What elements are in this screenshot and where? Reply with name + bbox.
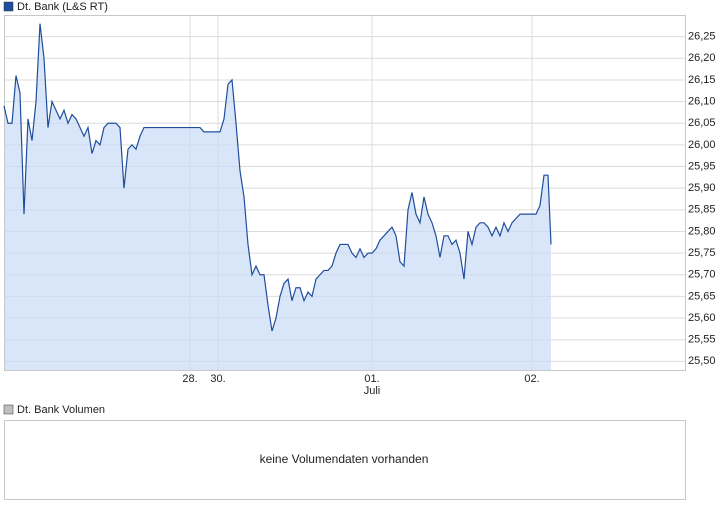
x-tick-label: 01. bbox=[364, 373, 379, 385]
legend-label: Dt. Bank Volumen bbox=[17, 404, 105, 416]
y-tick-label: 25,95 bbox=[688, 160, 716, 172]
legend-swatch bbox=[3, 404, 14, 415]
x-tick-label: 02. bbox=[524, 373, 539, 385]
month-label: Juli bbox=[364, 385, 381, 397]
area bbox=[4, 23, 551, 370]
y-tick-label: 25,50 bbox=[688, 355, 716, 367]
y-tick-label: 26,15 bbox=[688, 74, 716, 86]
x-tick-label: 30. bbox=[210, 373, 225, 385]
y-tick-label: 25,55 bbox=[688, 334, 716, 346]
y-tick-label: 26,25 bbox=[688, 31, 716, 43]
y-tick-label: 25,85 bbox=[688, 204, 716, 216]
y-tick-label: 25,90 bbox=[688, 182, 716, 194]
y-tick-label: 25,75 bbox=[688, 247, 716, 259]
y-tick-label: 25,60 bbox=[688, 312, 716, 324]
y-tick-label: 26,00 bbox=[688, 139, 716, 151]
legend-label: Dt. Bank (L&S RT) bbox=[17, 1, 108, 13]
y-tick-label: 26,10 bbox=[688, 95, 716, 107]
y-tick-label: 25,70 bbox=[688, 269, 716, 281]
line bbox=[3, 23, 552, 332]
y-tick-label: 25,80 bbox=[688, 225, 716, 237]
plot-frame bbox=[4, 15, 686, 371]
empty-message: keine Volumendaten vorhanden bbox=[260, 452, 429, 466]
legend-swatch bbox=[3, 1, 14, 12]
x-tick-label: 28. bbox=[182, 373, 197, 385]
y-tick-label: 25,65 bbox=[688, 290, 716, 302]
y-tick-label: 26,20 bbox=[688, 52, 716, 64]
volume-frame bbox=[4, 420, 686, 500]
y-tick-label: 26,05 bbox=[688, 117, 716, 129]
